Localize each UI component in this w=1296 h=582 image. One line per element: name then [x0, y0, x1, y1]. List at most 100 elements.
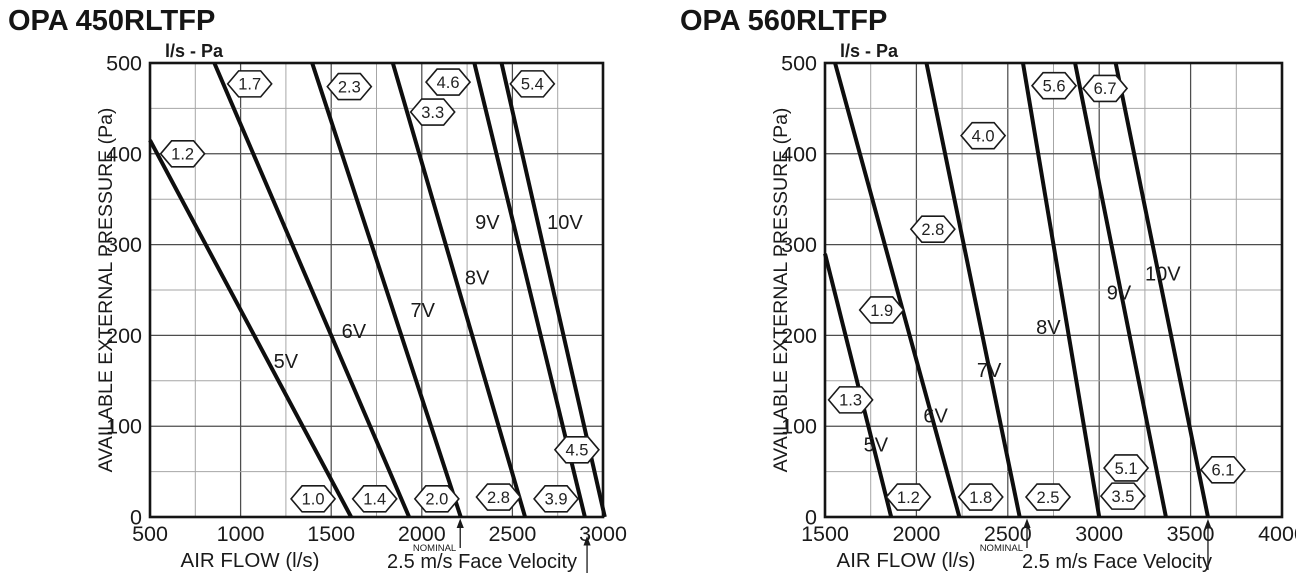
badge-value: 2.0 — [425, 491, 448, 509]
badge-hexagon — [885, 483, 932, 511]
badge-hexagon — [960, 121, 1007, 150]
badge-value: 3.9 — [545, 491, 568, 509]
badge-value: 1.2 — [897, 489, 920, 507]
badge-value: 1.3 — [839, 392, 862, 410]
badge-hexagon — [475, 483, 522, 511]
power-badge: 2.8 — [909, 215, 956, 243]
badge-hexagon — [858, 296, 905, 324]
y-tick-label: 300 — [106, 233, 142, 257]
badge-hexagon — [159, 140, 206, 168]
face-velocity-arrow-head — [1204, 519, 1212, 529]
nominal-arrow-head — [1023, 518, 1031, 528]
fan-curve-5V — [148, 139, 353, 518]
curve-label-5V: 5V — [864, 434, 889, 456]
x-tick-label: 1000 — [217, 522, 265, 546]
badge-hexagon — [1199, 455, 1247, 484]
badge-hexagon — [226, 70, 273, 98]
badge-value: 1.0 — [302, 491, 325, 509]
y-tick-label: 0 — [130, 506, 142, 530]
power-badge: 1.9 — [858, 296, 905, 324]
chart-title-right: OPA 560RLTFP — [680, 5, 888, 37]
x-tick-label: 2000 — [398, 522, 446, 546]
power-badge: 5.4 — [509, 70, 556, 98]
curve-label-6V: 6V — [342, 321, 367, 343]
badge-value: 1.2 — [171, 146, 194, 164]
badge-hexagon — [909, 215, 956, 243]
badge-hexagon — [1099, 482, 1147, 510]
badge-hexagon — [326, 72, 373, 101]
badge-value: 1.4 — [363, 491, 386, 509]
power-badge: 2.8 — [475, 483, 522, 511]
plot-border — [148, 61, 605, 519]
badge-value: 2.8 — [487, 489, 510, 507]
y-tick-label: 100 — [781, 415, 817, 439]
power-badge: 2.0 — [413, 485, 460, 513]
badge-value: 1.9 — [870, 302, 893, 320]
power-badge: 3.5 — [1099, 482, 1147, 510]
nominal-arrow-head — [456, 518, 464, 528]
fan-curve-10V — [1113, 62, 1210, 518]
badge-value: 5.6 — [1043, 78, 1066, 96]
badge-value: 1.7 — [238, 76, 261, 94]
x-axis-title: AIR FLOW (l/s) — [837, 549, 976, 572]
power-badge: 2.5 — [1024, 483, 1072, 511]
fan-curve-5V — [823, 253, 894, 518]
y-tick-label: 400 — [781, 142, 817, 166]
badge-value: 6.7 — [1094, 80, 1117, 98]
badge-value: 2.8 — [921, 221, 944, 239]
curve-label-10V: 10V — [547, 212, 583, 234]
badge-hexagon — [351, 485, 398, 513]
y-tick-label: 200 — [106, 324, 142, 348]
chart-svg-1: 5V6V7V8V9V10V150020002500300035004000010… — [770, 41, 1296, 573]
curve-label-10V: 10V — [1145, 264, 1181, 286]
curve-label-9V: 9V — [475, 212, 500, 234]
badge-hexagon — [1031, 71, 1078, 100]
badge-hexagon — [1024, 483, 1072, 511]
badge-hexagon — [413, 485, 460, 513]
badge-value: 4.6 — [437, 74, 460, 92]
badge-hexagon — [957, 483, 1004, 511]
badge-value: 3.5 — [1111, 488, 1134, 506]
y-axis-title: AVAILABLE EXTERNAL PRESSURE (Pa) — [95, 108, 117, 473]
curve-label-6V: 6V — [923, 405, 948, 427]
power-badge: 4.5 — [553, 436, 600, 464]
badge-hexagon — [553, 436, 600, 464]
y-tick-label: 300 — [781, 233, 817, 257]
badge-hexagon — [827, 386, 874, 414]
badge-value: 4.0 — [972, 127, 995, 145]
units-label: l/s - Pa — [165, 41, 224, 61]
y-tick-label: 0 — [805, 506, 817, 530]
badge-value: 5.4 — [521, 76, 544, 94]
nominal-label: NOMINAL — [980, 543, 1023, 554]
power-badge: 6.1 — [1199, 455, 1247, 484]
fan-curve-9V — [1073, 62, 1168, 518]
fan-curve-8V — [390, 62, 528, 518]
power-badge: 1.3 — [827, 386, 874, 414]
y-axis-title: AVAILABLE EXTERNAL PRESSURE (Pa) — [770, 108, 792, 473]
plot-border — [823, 61, 1284, 519]
power-badge: 2.3 — [326, 72, 373, 101]
power-badge: 1.8 — [957, 483, 1004, 511]
badge-hexagon — [1103, 454, 1150, 482]
x-tick-label: 2500 — [488, 522, 536, 546]
power-badge: 1.7 — [226, 70, 273, 98]
badge-hexagon — [290, 485, 337, 513]
curve-label-8V: 8V — [465, 267, 490, 289]
curve-label-8V: 8V — [1036, 317, 1061, 339]
face-velocity-label: 2.5 m/s Face Velocity — [387, 551, 577, 573]
fan-curve-7V — [310, 62, 463, 518]
badge-hexagon — [509, 70, 556, 98]
badge-value: 6.1 — [1211, 462, 1234, 480]
power-badge: 5.6 — [1031, 71, 1078, 100]
power-badge: 1.0 — [290, 485, 337, 513]
x-tick-label: 2500 — [984, 522, 1032, 546]
x-tick-label: 3000 — [1075, 522, 1123, 546]
badge-hexagon — [409, 98, 456, 126]
badge-value: 5.1 — [1115, 460, 1138, 478]
badge-value: 1.8 — [969, 489, 992, 507]
fan-curve-7V — [924, 62, 1022, 518]
chart-title-left: OPA 450RLTFP — [8, 5, 216, 37]
